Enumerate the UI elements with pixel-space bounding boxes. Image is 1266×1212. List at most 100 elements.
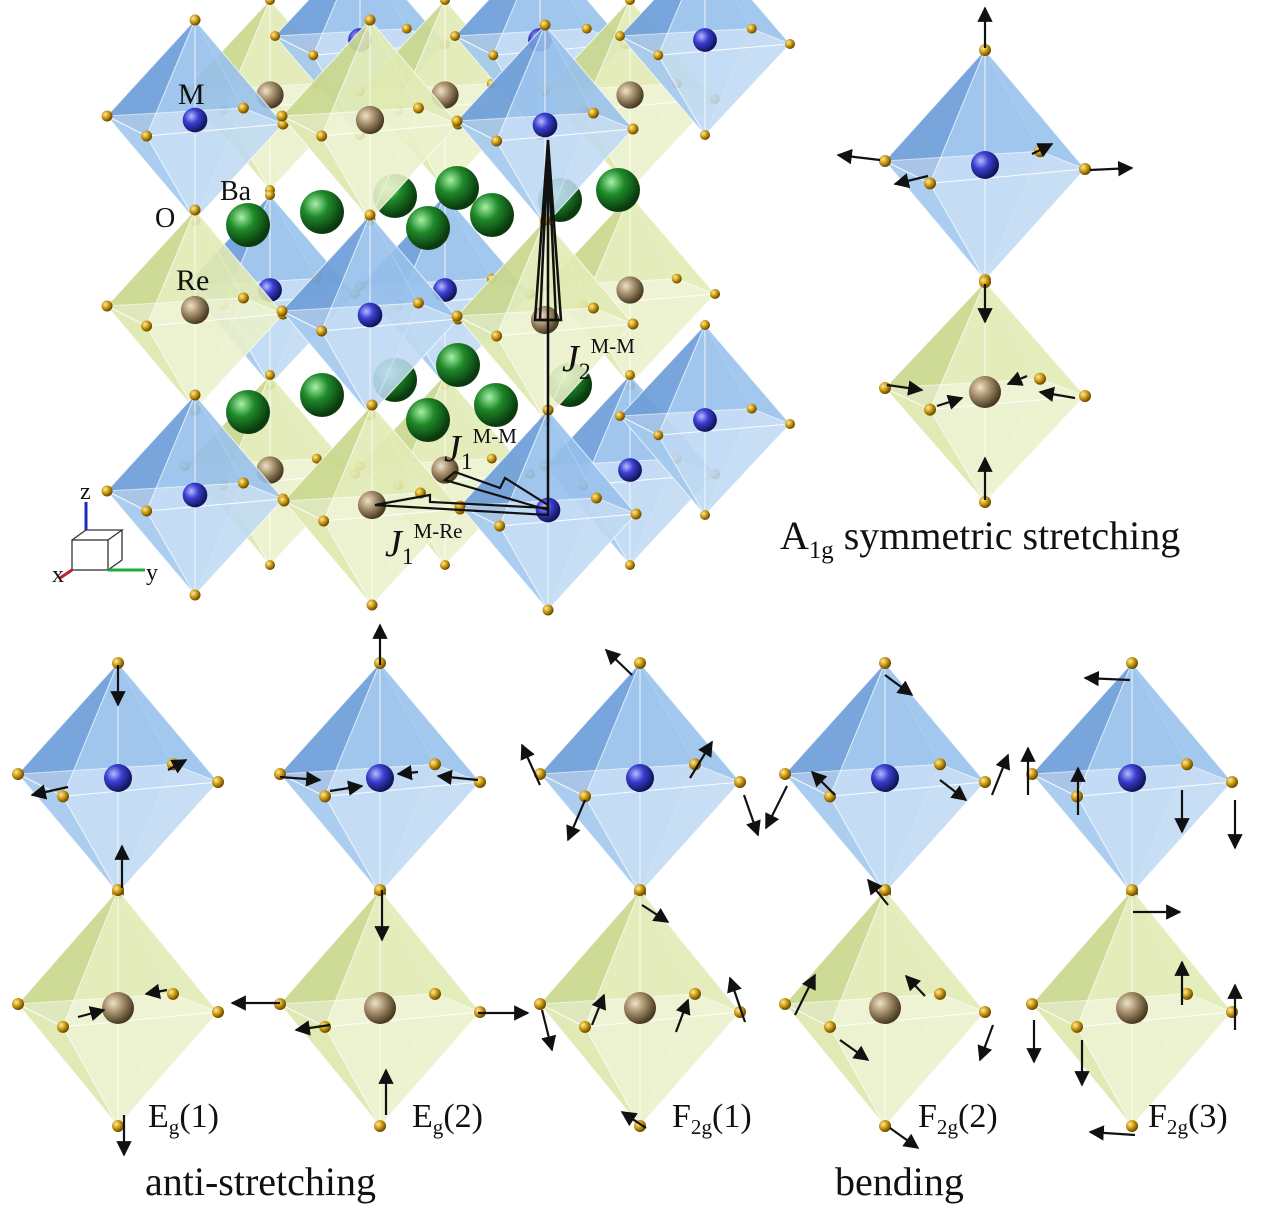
O-atom	[700, 320, 710, 330]
M-atom	[182, 107, 208, 133]
M-atom	[357, 302, 383, 328]
displacement-arrow	[936, 394, 964, 410]
displacement-arrow	[836, 148, 881, 165]
O-atom	[451, 115, 463, 127]
O-atom	[1026, 998, 1038, 1010]
Re-octahedron	[101, 204, 289, 416]
displacement-arrow	[30, 784, 69, 800]
O-atom	[979, 496, 991, 508]
O-atom	[700, 130, 710, 140]
O-atom	[450, 31, 460, 41]
M-octahedron	[276, 209, 464, 421]
M-octahedron	[451, 19, 639, 231]
O-atom	[630, 508, 642, 520]
displacement-arrow	[939, 779, 968, 801]
O-atom	[615, 411, 625, 421]
octa-face	[929, 168, 1087, 281]
Re-atom	[869, 992, 901, 1024]
Re-octahedron	[278, 399, 466, 611]
M-atom	[104, 764, 132, 792]
O-atom	[101, 300, 113, 312]
displacement-arrow	[904, 974, 926, 997]
displacement-arrow	[886, 380, 924, 396]
O-atom	[539, 19, 551, 31]
M-atom	[532, 112, 558, 138]
Ba-atom	[300, 373, 344, 417]
M-atom	[871, 764, 899, 792]
O-atom	[879, 884, 891, 896]
displacement-arrow	[810, 770, 836, 796]
O-atom	[474, 776, 486, 788]
O-atom	[625, 560, 635, 570]
O-atom	[212, 1006, 224, 1018]
Ba-atom	[470, 193, 514, 237]
O-atom	[412, 297, 424, 309]
O-atom	[440, 0, 450, 5]
displacement-arrow	[641, 904, 670, 923]
Ba-atom	[406, 206, 450, 250]
M-atom	[971, 151, 999, 179]
displacement-arrow	[620, 1111, 647, 1129]
axes-cube	[71, 539, 109, 571]
displacement-arrow	[396, 764, 419, 781]
O-atom	[924, 177, 936, 190]
label-f2g1: F2g(1)	[672, 1098, 752, 1140]
displacement-arrow	[765, 785, 788, 830]
Re-atom	[364, 992, 396, 1024]
O-atom	[1181, 987, 1193, 1000]
O-atom	[590, 492, 602, 504]
M-octahedron	[779, 657, 991, 899]
O-atom	[374, 1120, 386, 1132]
Re-octahedron	[879, 276, 1091, 508]
O-atom	[979, 776, 991, 788]
O-atom	[979, 44, 991, 56]
Ba-atom	[226, 203, 270, 247]
label-eg1: Eg(1)	[148, 1098, 219, 1140]
displacement-arrow	[1038, 386, 1076, 402]
O-atom	[615, 31, 625, 41]
O-atom	[112, 1120, 124, 1132]
O-atom	[212, 776, 224, 788]
Re-octahedron	[451, 214, 639, 426]
O-atom	[579, 790, 591, 803]
O-atom	[581, 23, 592, 34]
O-atom	[779, 998, 791, 1010]
O-atom	[265, 0, 275, 5]
O-atom	[141, 130, 153, 142]
O-atom	[625, 0, 635, 5]
Re-atom	[616, 276, 644, 304]
O-atom	[1034, 372, 1046, 385]
O-atom	[689, 758, 701, 771]
O-atom	[627, 318, 639, 330]
displacement-arrow	[839, 1039, 870, 1061]
displacement-arrow	[604, 648, 633, 676]
O-atom	[364, 209, 376, 221]
O-atom	[12, 998, 24, 1010]
O-atom	[1126, 1120, 1138, 1132]
O-atom	[270, 31, 280, 41]
O-atom	[653, 430, 664, 441]
O-atom	[979, 1006, 991, 1018]
O-atom	[879, 155, 891, 167]
displacement-arrow	[329, 780, 364, 796]
Ba-atom	[436, 343, 480, 387]
O-atom	[401, 23, 412, 34]
Re-atom	[616, 81, 644, 109]
M-octahedron	[615, 0, 795, 140]
Re-atom	[969, 376, 1001, 408]
O-atom	[189, 14, 201, 26]
O-atom	[924, 403, 936, 416]
O-atom	[634, 657, 646, 669]
O-atom	[57, 1020, 69, 1033]
O-atom	[488, 50, 499, 61]
O-atom	[318, 515, 330, 527]
O-atom	[311, 453, 322, 464]
Ba-atom	[435, 166, 479, 210]
Re-atom	[1116, 992, 1148, 1024]
O-atom	[316, 130, 328, 142]
O-atom	[366, 599, 378, 611]
O-atom	[265, 190, 275, 200]
O-atom	[278, 495, 290, 507]
O-atom	[189, 389, 201, 401]
M-atom	[618, 458, 642, 482]
